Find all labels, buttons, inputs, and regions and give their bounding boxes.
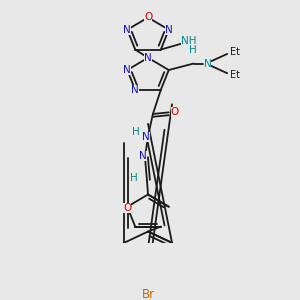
Text: N: N	[144, 53, 152, 63]
Text: Et: Et	[230, 70, 240, 80]
Text: Br: Br	[142, 288, 154, 300]
Text: NH: NH	[181, 36, 196, 46]
Text: O: O	[144, 13, 152, 22]
Text: Et: Et	[230, 47, 240, 57]
Text: H: H	[132, 128, 140, 137]
Text: H: H	[130, 173, 138, 183]
Text: O: O	[171, 106, 179, 117]
Text: N: N	[142, 131, 150, 142]
Text: N: N	[131, 85, 139, 95]
Text: H: H	[189, 44, 196, 55]
Text: N: N	[123, 25, 131, 35]
Text: O: O	[123, 202, 131, 213]
Text: N: N	[123, 65, 131, 75]
Text: N: N	[165, 25, 172, 35]
Text: N: N	[203, 58, 211, 69]
Text: N: N	[139, 151, 147, 161]
